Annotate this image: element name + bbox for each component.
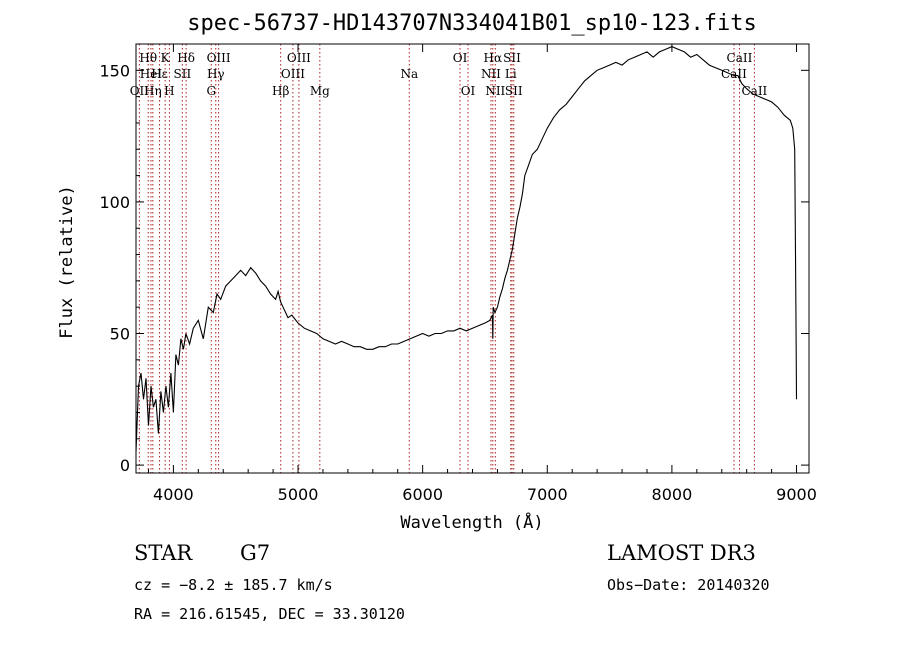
x-tick-label: 8000: [652, 485, 693, 504]
plot-frame: [135, 43, 810, 474]
spectral-line-label: Na: [400, 67, 418, 81]
spectral-line-label: Hη: [144, 84, 162, 98]
x-axis-ticks: 4000 5000 6000 7000 8000 9000: [147, 44, 817, 504]
x-tick-label: 9000: [776, 485, 817, 504]
spectral-line-label: G: [206, 84, 216, 98]
spectral-line-label: Hθ: [139, 51, 157, 65]
spectral-line-label: SII: [505, 84, 523, 98]
chart-title: spec-56737-HD143707N334041B01_sp10-123.f…: [187, 11, 757, 36]
spectral-line-label: Li: [505, 67, 517, 81]
spectral-line-label: Hα: [484, 51, 503, 65]
obs-date: Obs−Date: 20140320: [607, 576, 770, 594]
spectral-line-label: OIII: [281, 67, 305, 81]
spectral-line-label: SII: [503, 51, 521, 65]
y-tick-label: 150: [99, 61, 130, 80]
spectral-line-label: Hβ: [272, 84, 289, 98]
x-tick-label: 5000: [278, 485, 319, 504]
y-axis-ticks: 0 50 100 150: [99, 61, 809, 475]
redshift-readout: cz = −8.2 ± 185.7 km/s: [134, 576, 333, 594]
y-tick-label: 50: [110, 325, 130, 344]
spectral-line-label: NII: [481, 67, 501, 81]
spectral-line-label: OIII: [207, 51, 231, 65]
spectral-line-markers: [138, 44, 755, 473]
spectral-line-label: OII: [130, 84, 150, 98]
coordinates: RA = 216.61545, DEC = 33.30120: [134, 605, 405, 623]
spectral-line-label: Hε: [151, 67, 168, 81]
spectral-line-label: OI: [461, 84, 476, 98]
x-tick-label: 7000: [527, 485, 568, 504]
object-class: STAR: [134, 541, 193, 565]
spectral-line-label: CaII: [727, 51, 753, 65]
object-subclass: G7: [240, 541, 270, 565]
spectral-line-label: Mg: [310, 84, 330, 98]
spectral-line-label: Hγ: [207, 67, 225, 81]
spectral-line-label: K: [161, 51, 171, 65]
x-tick-label: 6000: [402, 485, 443, 504]
spectral-line-label: CaII: [741, 84, 767, 98]
spectral-line-label: NII: [485, 84, 505, 98]
spectral-line-label: SII: [174, 67, 192, 81]
survey-name: LAMOST DR3: [607, 541, 756, 565]
y-tick-label: 100: [99, 193, 130, 212]
y-tick-label: 0: [120, 456, 130, 475]
x-axis-label: Wavelength (Å): [400, 511, 543, 533]
spectral-line-label: CaII: [721, 67, 747, 81]
spectrum-series-line: [135, 46, 798, 452]
spectral-line-label: OI: [453, 51, 468, 65]
spectral-line-label: HeI: [140, 67, 163, 81]
y-axis-label: Flux (relative): [57, 185, 77, 339]
spectral-line-label: OIII: [287, 51, 311, 65]
x-tick-label: 4000: [153, 485, 194, 504]
spectral-line-label: Hδ: [177, 51, 195, 65]
spectral-line-label: H: [164, 84, 174, 98]
